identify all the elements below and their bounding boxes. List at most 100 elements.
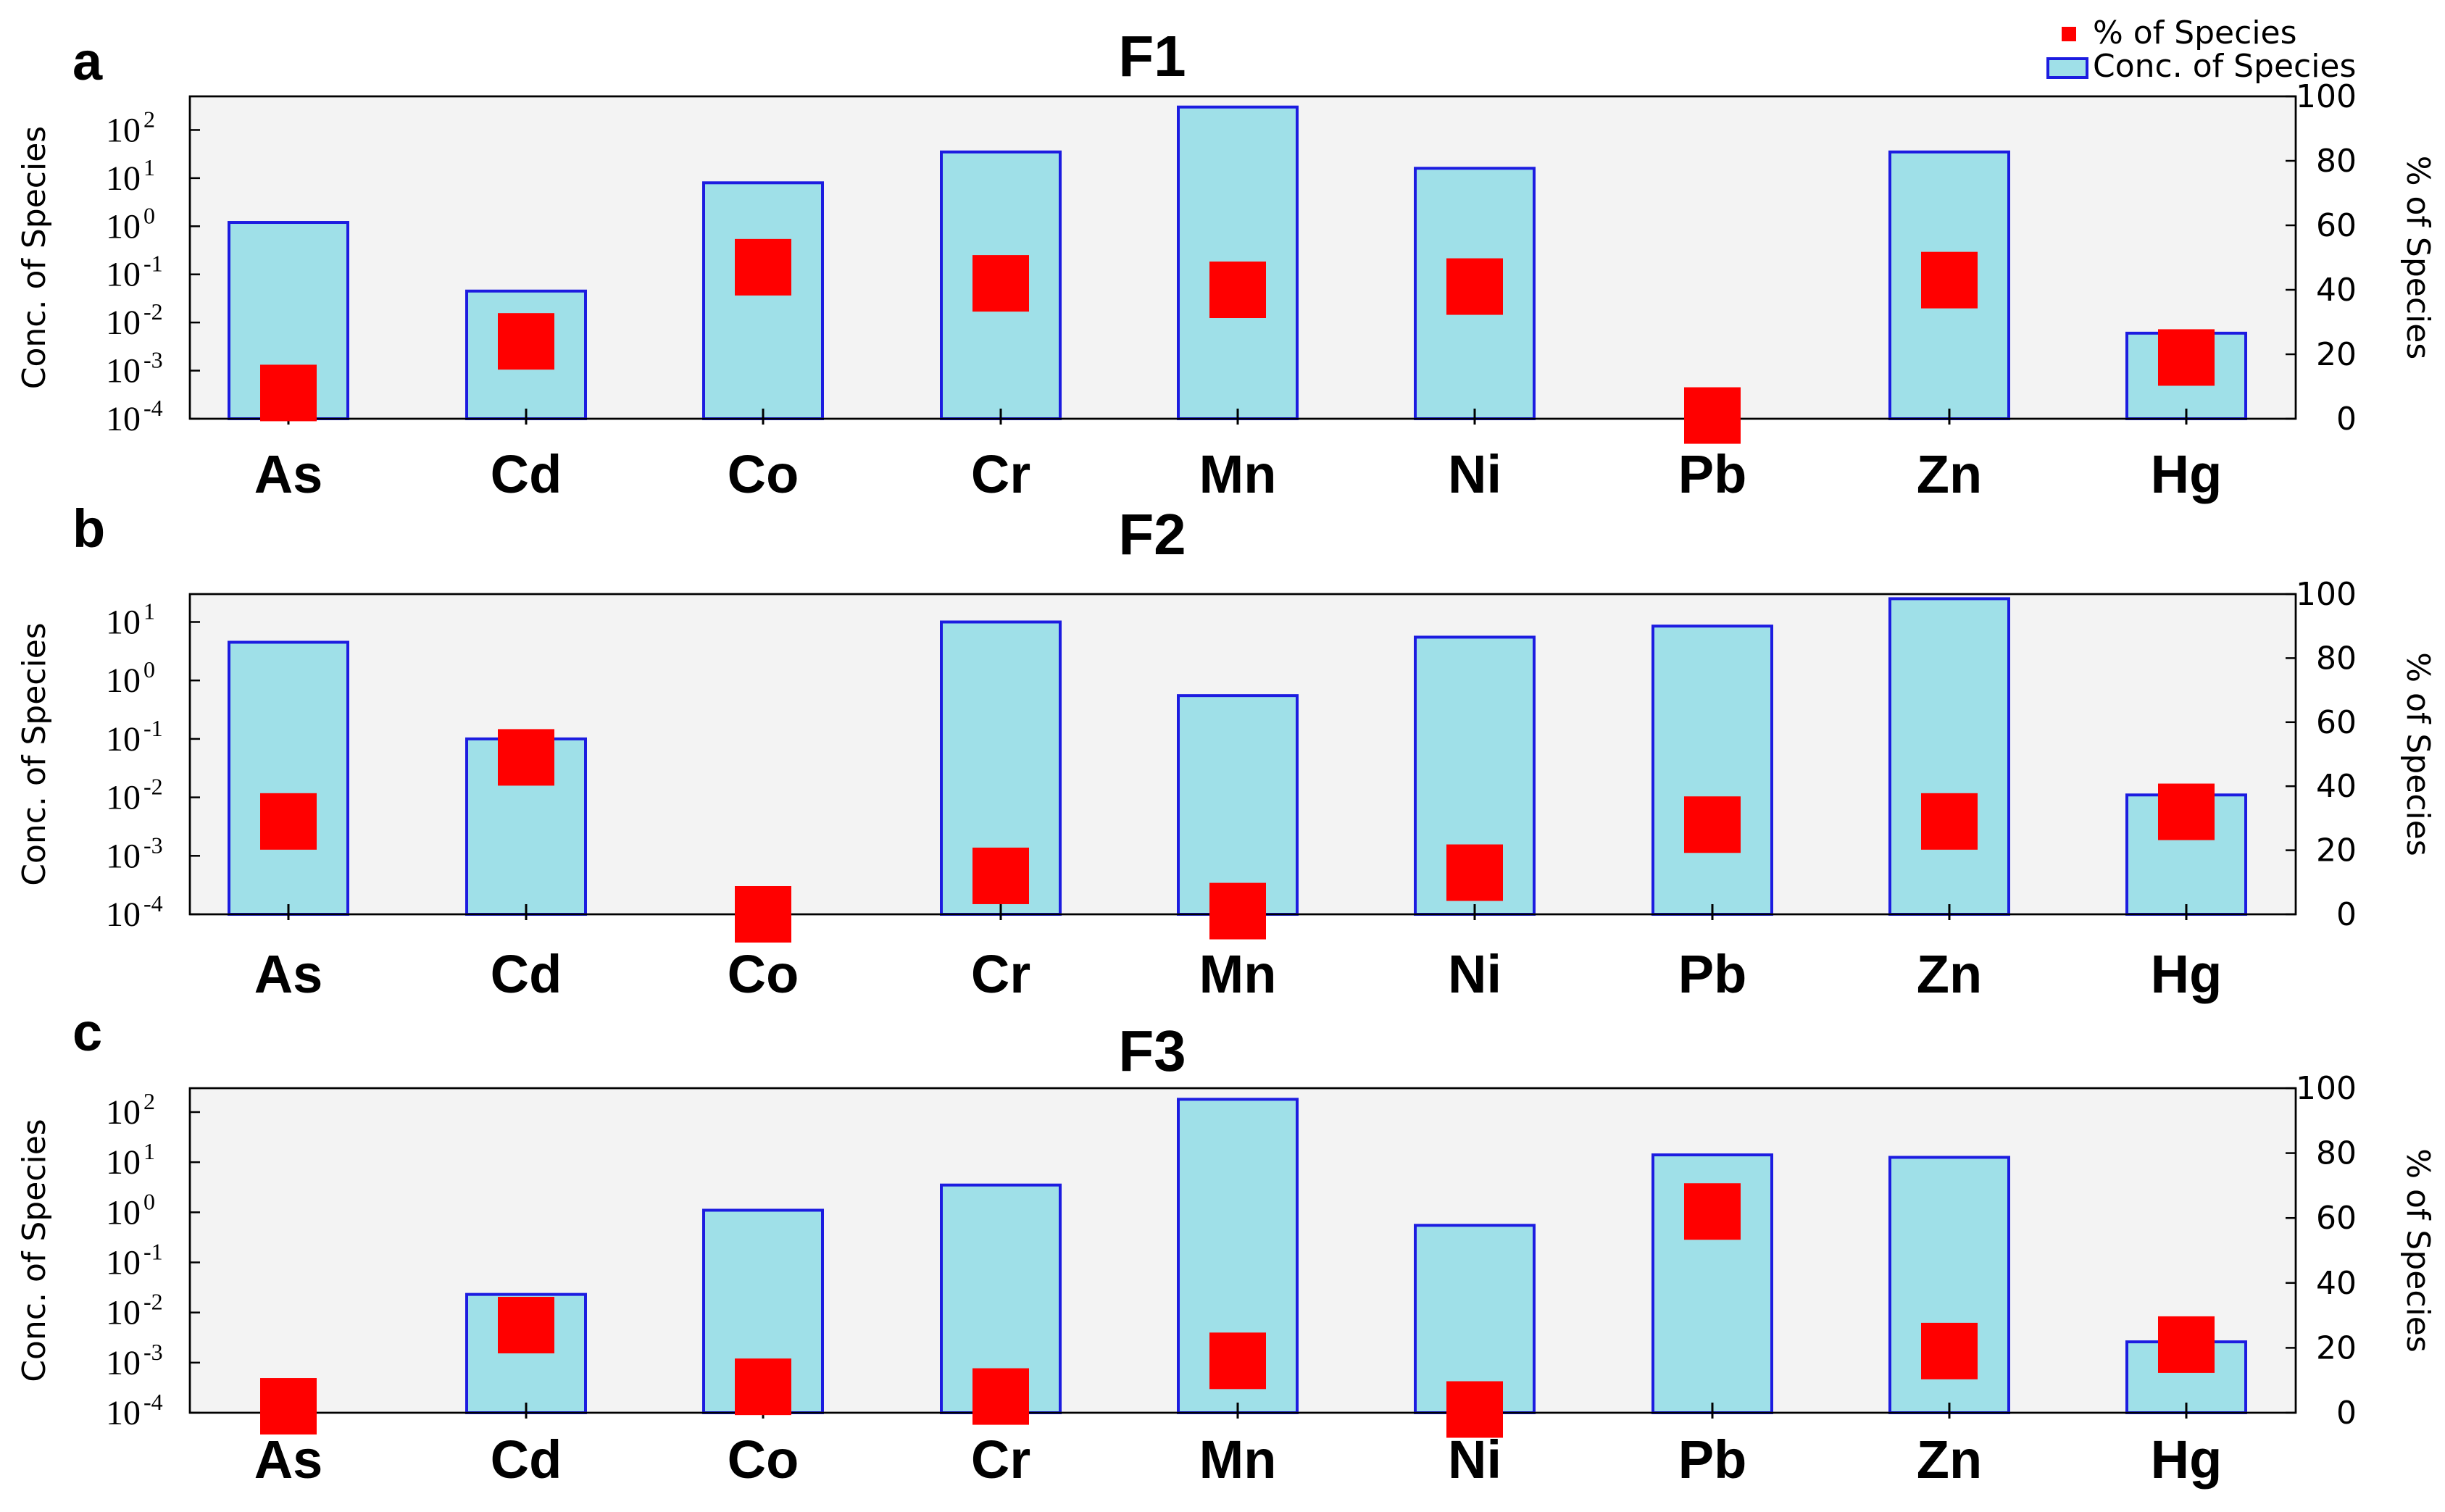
percent-marker-pb <box>1684 1183 1741 1240</box>
y2-tick-label: 80 <box>2316 1135 2357 1172</box>
y-tick-label: 10 <box>106 400 141 438</box>
legend-conc-swatch <box>2046 57 2088 79</box>
y2-tick-label: 0 <box>2336 1395 2357 1432</box>
y-tick-exponent: 0 <box>143 1188 155 1214</box>
y-tick-label: 10 <box>106 1093 141 1132</box>
percent-marker-as <box>260 364 317 422</box>
y-tick-exponent: 1 <box>143 598 155 625</box>
percent-marker-hg <box>2158 329 2215 386</box>
y-tick-label: 10 <box>106 256 141 294</box>
percent-marker-cr <box>972 1368 1029 1425</box>
y-tick-label: 10 <box>106 895 141 934</box>
y-tick-exponent: -2 <box>143 298 163 325</box>
y-tick-label: 10 <box>106 720 141 759</box>
percent-marker-as <box>260 793 317 850</box>
percent-marker-zn <box>1921 1322 1978 1379</box>
y-tick-label: 10 <box>106 1394 141 1432</box>
y2-tick-label: 20 <box>2316 336 2357 373</box>
category-label-zn: Zn <box>1917 1429 1982 1490</box>
percent-marker-cd <box>498 313 554 370</box>
bar-mn <box>1177 694 1299 916</box>
percent-marker-zn <box>1921 793 1978 850</box>
y-tick-exponent: -2 <box>143 1289 163 1315</box>
bar-pb <box>1651 625 1773 916</box>
y-tick-exponent: -1 <box>143 251 163 277</box>
y2-tick-label: 0 <box>2336 896 2357 933</box>
y-tick-exponent: -3 <box>143 347 163 373</box>
category-label-zn: Zn <box>1917 444 1982 504</box>
category-label-zn: Zn <box>1917 944 1982 1004</box>
y2-axis-title: % of Species <box>2399 1148 2436 1353</box>
y2-tick-label: 100 <box>2296 576 2357 613</box>
percent-marker-hg <box>2158 783 2215 840</box>
category-label-ni: Ni <box>1448 1429 1501 1490</box>
category-label-ni: Ni <box>1448 444 1501 504</box>
panel-title: F2 <box>1118 502 1186 567</box>
y2-tick-label: 0 <box>2336 401 2357 438</box>
y-tick-exponent: -4 <box>143 1389 163 1415</box>
category-label-cd: Cd <box>491 944 562 1004</box>
y-tick-label: 10 <box>106 304 141 342</box>
category-label-co: Co <box>728 444 799 504</box>
legend-percent-label: % of Species <box>2093 14 2297 51</box>
percent-marker-cd <box>498 1297 554 1354</box>
panel-title: F1 <box>1118 24 1186 88</box>
y-tick-label: 10 <box>106 1244 141 1282</box>
y-tick-label: 10 <box>106 207 141 246</box>
percent-marker-ni <box>1446 1381 1503 1438</box>
panel-letter: a <box>72 31 103 91</box>
y2-tick-label: 60 <box>2316 1200 2357 1237</box>
category-label-hg: Hg <box>2151 444 2223 504</box>
category-label-hg: Hg <box>2151 944 2223 1004</box>
y2-tick-label: 100 <box>2296 1070 2357 1107</box>
y-tick-exponent: 0 <box>143 656 155 682</box>
y2-tick-label: 60 <box>2316 704 2357 741</box>
category-label-co: Co <box>728 944 799 1004</box>
percent-marker-as <box>260 1378 317 1435</box>
category-label-cr: Cr <box>971 444 1030 504</box>
y-tick-exponent: 0 <box>143 202 155 228</box>
percent-marker-mn <box>1209 1332 1266 1390</box>
bar-co <box>702 181 824 420</box>
category-label-cr: Cr <box>971 944 1030 1004</box>
legend-conc-label: Conc. of Species <box>2093 48 2356 85</box>
category-label-cr: Cr <box>971 1429 1030 1490</box>
percent-marker-ni <box>1446 844 1503 901</box>
percent-marker-co <box>735 238 791 296</box>
y-tick-label: 10 <box>106 1143 141 1182</box>
y-tick-label: 10 <box>106 159 141 198</box>
y2-tick-label: 40 <box>2316 1265 2357 1302</box>
category-label-as: As <box>254 944 323 1004</box>
percent-marker-cr <box>972 255 1029 312</box>
percent-marker-pb <box>1684 387 1741 444</box>
panel-title: F3 <box>1118 1019 1186 1083</box>
category-label-pb: Pb <box>1678 1429 1747 1490</box>
percent-marker-cd <box>498 729 554 786</box>
plot-frame <box>188 95 2297 420</box>
y-tick-exponent: -1 <box>143 1239 163 1265</box>
percent-marker-ni <box>1446 258 1503 315</box>
category-label-pb: Pb <box>1678 944 1747 1004</box>
y-tick-label: 10 <box>106 1193 141 1232</box>
category-label-mn: Mn <box>1199 444 1277 504</box>
legend-percent-swatch <box>2062 27 2076 41</box>
category-label-ni: Ni <box>1448 944 1501 1004</box>
percent-marker-mn <box>1209 262 1266 318</box>
y-tick-exponent: 2 <box>143 1088 155 1114</box>
y2-tick-label: 40 <box>2316 768 2357 805</box>
y-tick-exponent: -4 <box>143 395 163 421</box>
category-label-cd: Cd <box>491 1429 562 1490</box>
percent-marker-hg <box>2158 1316 2215 1373</box>
y-axis-title: Conc. of Species <box>16 622 53 885</box>
percent-marker-co <box>735 886 791 943</box>
percent-marker-mn <box>1209 882 1266 940</box>
bar-zn <box>1888 597 2010 916</box>
category-label-mn: Mn <box>1199 944 1277 1004</box>
y-tick-exponent: -3 <box>143 1339 163 1365</box>
y-tick-exponent: 1 <box>143 154 155 180</box>
y2-axis-title: % of Species <box>2399 156 2436 360</box>
